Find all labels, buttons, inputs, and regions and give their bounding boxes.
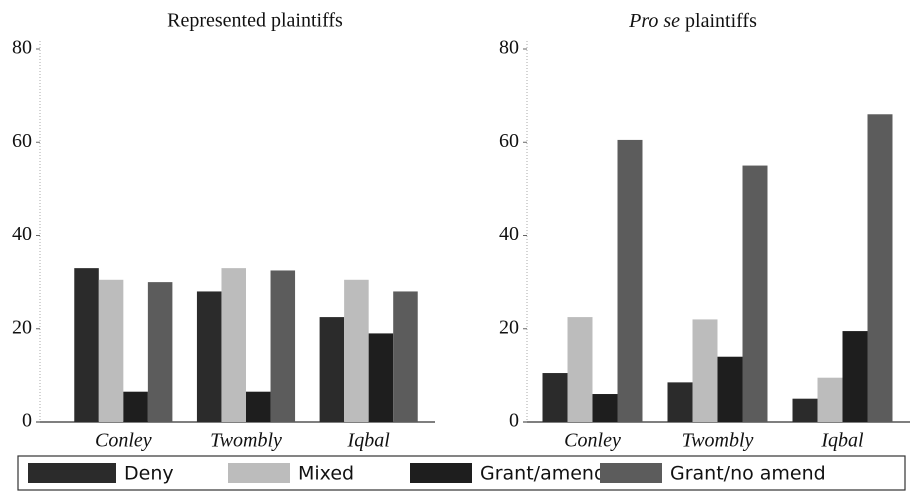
title-rest: plaintiffs xyxy=(685,10,757,32)
x-tick-label: Iqbal xyxy=(820,430,864,452)
bar xyxy=(74,268,99,422)
bar xyxy=(842,331,868,422)
x-tick-label: Twombly xyxy=(682,430,754,452)
y-tick-label: 20 xyxy=(499,316,519,338)
x-tick-label: Iqbal xyxy=(347,430,391,452)
bar xyxy=(246,391,271,422)
y-tick-label: 40 xyxy=(499,223,519,245)
chart-title: Represented plaintiffs xyxy=(167,10,343,32)
y-tick-label: 60 xyxy=(499,130,519,152)
bar xyxy=(98,279,124,422)
legend-label: Mixed xyxy=(298,463,354,485)
y-tick-label: 0 xyxy=(509,410,519,432)
legend-label: Grant/no amend xyxy=(670,463,826,485)
legend-box xyxy=(17,455,906,491)
y-tick-label: 20 xyxy=(12,316,32,338)
legend-swatch xyxy=(28,463,116,483)
bar xyxy=(344,279,369,422)
y-tick-label: 80 xyxy=(12,37,32,59)
bar xyxy=(270,270,296,422)
legend-swatch xyxy=(410,463,472,483)
bar xyxy=(123,391,148,422)
y-tick-label: 80 xyxy=(499,37,519,59)
bar xyxy=(742,165,768,422)
bar xyxy=(567,317,593,422)
bar xyxy=(542,373,568,422)
x-tick-label: Conley xyxy=(564,430,621,452)
bar xyxy=(368,333,394,422)
title-emphasis: Pro se xyxy=(628,10,680,32)
bar xyxy=(592,394,618,422)
bar xyxy=(617,139,643,422)
bar xyxy=(147,282,173,422)
bar xyxy=(319,317,345,422)
legend-label: Deny xyxy=(124,463,174,485)
bar xyxy=(692,319,718,422)
chart-title: Pro se plaintiffs xyxy=(628,10,757,32)
bar xyxy=(817,377,843,422)
bar xyxy=(717,356,743,422)
bar xyxy=(196,291,222,422)
x-tick-label: Conley xyxy=(95,430,152,452)
y-tick-label: 40 xyxy=(12,223,32,245)
bar xyxy=(393,291,418,422)
legend-swatch xyxy=(600,463,662,483)
legend-label: Grant/amend xyxy=(480,463,606,485)
x-tick-label: Twombly xyxy=(210,430,282,452)
bar xyxy=(667,382,693,422)
legend-swatch xyxy=(228,463,290,483)
bar xyxy=(867,114,893,423)
y-tick-label: 60 xyxy=(12,130,32,152)
y-tick-label: 0 xyxy=(22,410,32,432)
bar xyxy=(221,268,246,422)
bar xyxy=(792,398,818,422)
